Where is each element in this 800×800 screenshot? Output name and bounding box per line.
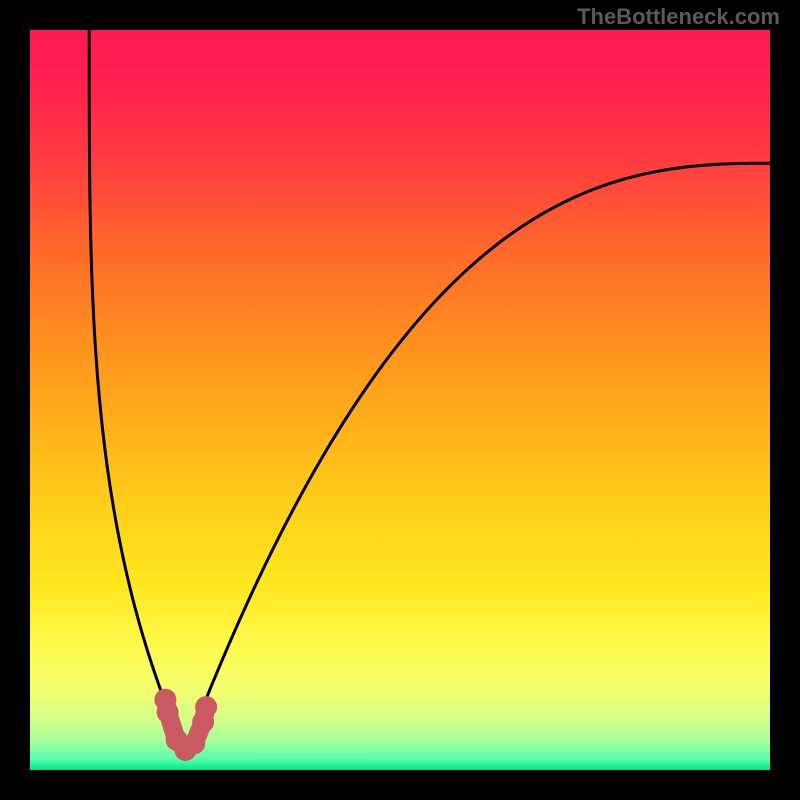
dip-marker-dot: [195, 696, 217, 718]
dip-marker-dot: [183, 732, 205, 754]
dip-marker-dot: [157, 701, 179, 723]
chart-root: TheBottleneck.com: [0, 0, 800, 800]
curve-layer: [30, 30, 770, 770]
dip-marker-group: [154, 689, 217, 761]
plot-area: [30, 30, 770, 770]
bottleneck-curve: [89, 30, 770, 752]
watermark-text: TheBottleneck.com: [577, 4, 780, 30]
